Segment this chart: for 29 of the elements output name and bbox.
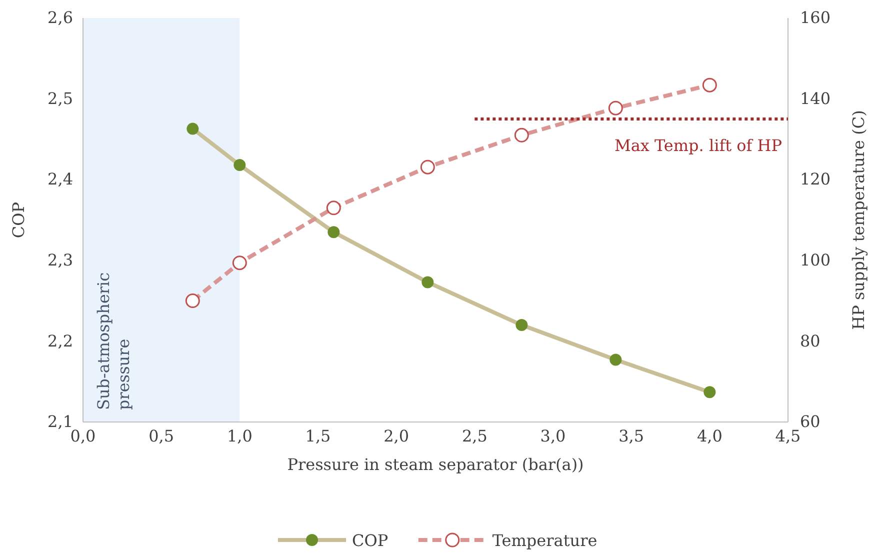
y2-tick-label: 100 — [800, 250, 831, 270]
y-tick-label: 2,3 — [48, 250, 73, 270]
annotation: Max Temp. lift of HP — [614, 136, 782, 155]
y-axis-title: COP — [9, 202, 28, 238]
legend-label: COP — [352, 531, 388, 550]
x-tick-label: 1,5 — [305, 426, 331, 446]
band-label: Sub-atmospheric pressure — [94, 272, 133, 410]
y-tick-label: 2,5 — [48, 88, 73, 108]
y-tick-label: 2,2 — [48, 331, 73, 350]
y-tick-label: 2,4 — [48, 170, 73, 189]
x-tick-label: 3,5 — [618, 426, 644, 446]
x-tick-label: 4,5 — [775, 426, 801, 446]
x-axis-title: Pressure in steam separator (bar(a)) — [287, 455, 584, 474]
legend-label: Temperature — [492, 531, 598, 550]
y2-tick-label: 120 — [800, 170, 831, 189]
x-tick-label: 2,5 — [462, 426, 488, 446]
x-tick-label: 2,0 — [384, 426, 410, 446]
y-tick-label: 2,6 — [48, 8, 73, 28]
x-tick-label: 0,0 — [70, 426, 96, 446]
y2-tick-label: 160 — [800, 8, 831, 28]
y2-axis-title: HP supply temperature (C) — [849, 110, 868, 330]
y2-tick-label: 80 — [800, 331, 820, 350]
x-tick-label: 3,0 — [540, 426, 566, 446]
y2-tick-label: 140 — [800, 88, 831, 108]
y-tick-label: 2,1 — [48, 412, 73, 432]
x-tick-label: 1,0 — [226, 426, 252, 446]
x-tick-label: 0,5 — [148, 426, 174, 446]
y2-tick-label: 60 — [800, 412, 820, 432]
x-tick-label: 4,0 — [696, 426, 722, 446]
